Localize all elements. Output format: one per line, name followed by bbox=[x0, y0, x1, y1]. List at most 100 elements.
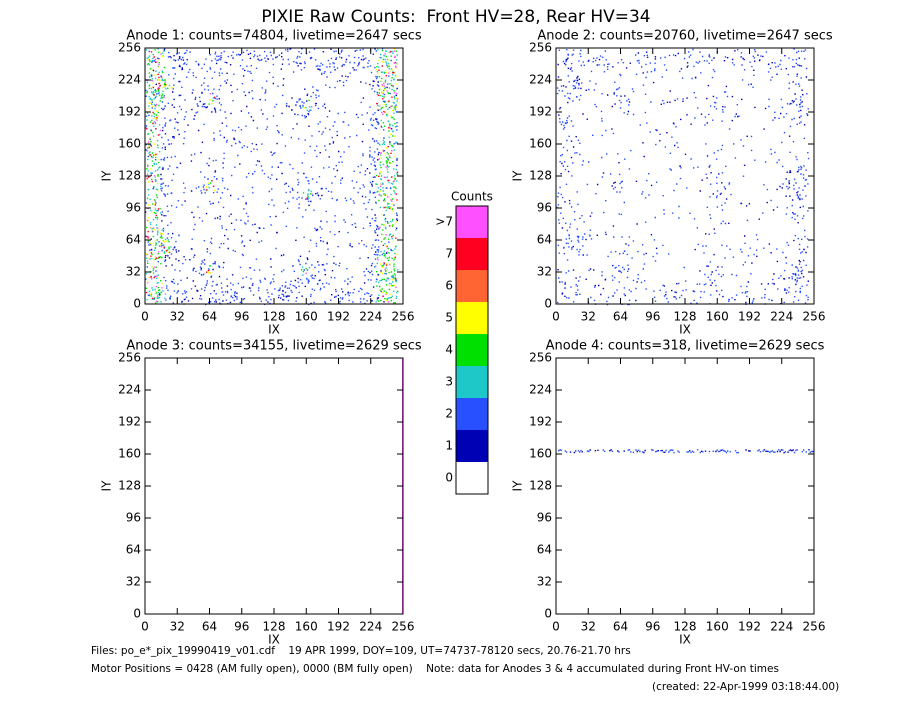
count-texture bbox=[556, 48, 810, 306]
y-tick-label: 96 bbox=[126, 201, 141, 215]
x-tick-label: 64 bbox=[202, 620, 217, 634]
plot-frame bbox=[144, 47, 404, 305]
y-tick-label: 192 bbox=[529, 415, 552, 429]
count-texture bbox=[558, 449, 814, 454]
y-tick-label: 256 bbox=[118, 351, 141, 365]
x-tick-label: 224 bbox=[770, 310, 793, 324]
colorbar-swatch bbox=[456, 206, 488, 238]
x-tick-label: 160 bbox=[706, 310, 729, 324]
x-tick-label: 0 bbox=[141, 620, 149, 634]
x-tick-label: 160 bbox=[706, 620, 729, 634]
x-tick-label: 96 bbox=[234, 310, 249, 324]
y-tick-label: 0 bbox=[544, 607, 552, 621]
y-tick-label: 128 bbox=[529, 479, 552, 493]
colorbar-label: 4 bbox=[445, 343, 453, 357]
colorbar-frame bbox=[455, 205, 489, 495]
x-tick-label: 224 bbox=[359, 310, 382, 324]
y-tick-label: 128 bbox=[529, 169, 552, 183]
count-texture bbox=[145, 48, 399, 306]
y-tick-label: 64 bbox=[126, 543, 141, 557]
colorbar-label: 5 bbox=[445, 311, 453, 325]
colorbar-swatch bbox=[456, 430, 488, 462]
x-tick-label: 32 bbox=[170, 620, 185, 634]
y-tick-label: 160 bbox=[529, 447, 552, 461]
y-tick-label: 128 bbox=[118, 169, 141, 183]
x-tick-label: 0 bbox=[552, 310, 560, 324]
y-tick-label: 128 bbox=[118, 479, 141, 493]
colorbar-swatch bbox=[456, 270, 488, 302]
plot-frame bbox=[555, 47, 815, 305]
x-axis-label: IX bbox=[268, 633, 280, 647]
y-axis-label: IY bbox=[511, 170, 525, 182]
x-tick-label: 64 bbox=[613, 310, 628, 324]
x-tick-label: 96 bbox=[645, 620, 660, 634]
x-tick-label: 32 bbox=[581, 620, 596, 634]
x-tick-label: 160 bbox=[295, 620, 318, 634]
count-pixels bbox=[569, 449, 810, 454]
footer-motor: Motor Positions = 0428 (AM fully open), … bbox=[91, 663, 779, 675]
colorbar-label: 3 bbox=[445, 375, 453, 389]
y-tick-label: 32 bbox=[537, 265, 552, 279]
y-tick-label: 224 bbox=[529, 383, 552, 397]
colorbar-swatch bbox=[456, 366, 488, 398]
x-tick-label: 0 bbox=[141, 310, 149, 324]
colorbar-swatch bbox=[456, 398, 488, 430]
plot-frame bbox=[144, 357, 404, 615]
y-tick-label: 192 bbox=[118, 105, 141, 119]
colorbar-swatch bbox=[456, 462, 488, 494]
y-tick-label: 256 bbox=[529, 41, 552, 55]
y-tick-label: 224 bbox=[529, 73, 552, 87]
colorbar-label: 6 bbox=[445, 279, 453, 293]
y-tick-label: 256 bbox=[529, 351, 552, 365]
plot-frame bbox=[555, 357, 815, 615]
count-pixels bbox=[558, 449, 814, 454]
main-title: PIXIE Raw Counts: Front HV=28, Rear HV=3… bbox=[261, 7, 650, 27]
x-tick-label: 192 bbox=[327, 620, 350, 634]
x-tick-label: 224 bbox=[770, 620, 793, 634]
y-tick-label: 256 bbox=[118, 41, 141, 55]
y-tick-label: 32 bbox=[537, 575, 552, 589]
y-tick-label: 32 bbox=[126, 265, 141, 279]
x-axis-label: IX bbox=[268, 323, 280, 337]
panel-title: Anode 1: counts=74804, livetime=2647 sec… bbox=[126, 29, 422, 44]
y-tick-label: 32 bbox=[126, 575, 141, 589]
y-tick-label: 64 bbox=[126, 233, 141, 247]
y-tick-label: 224 bbox=[118, 383, 141, 397]
x-tick-label: 32 bbox=[581, 310, 596, 324]
x-tick-label: 160 bbox=[295, 310, 318, 324]
footer-created: (created: 22-Apr-1999 03:18:44.00) bbox=[652, 681, 839, 693]
x-tick-label: 96 bbox=[234, 620, 249, 634]
x-tick-label: 128 bbox=[263, 310, 286, 324]
x-tick-label: 256 bbox=[803, 310, 826, 324]
x-tick-label: 32 bbox=[170, 310, 185, 324]
x-tick-label: 64 bbox=[202, 310, 217, 324]
x-tick-label: 64 bbox=[613, 620, 628, 634]
colorbar-label: 7 bbox=[445, 247, 453, 261]
y-axis-label: IY bbox=[100, 170, 114, 182]
count-pixels bbox=[146, 50, 399, 303]
x-tick-label: 256 bbox=[392, 620, 415, 634]
x-axis-label: IX bbox=[679, 323, 691, 337]
colorbar-label: 1 bbox=[445, 439, 453, 453]
x-axis-label: IX bbox=[679, 633, 691, 647]
y-tick-label: 192 bbox=[529, 105, 552, 119]
y-tick-label: 160 bbox=[118, 447, 141, 461]
count-pixels bbox=[145, 48, 399, 305]
colorbar-label: 2 bbox=[445, 407, 453, 421]
x-tick-label: 256 bbox=[392, 310, 415, 324]
x-tick-label: 192 bbox=[738, 310, 761, 324]
y-axis-label: IY bbox=[511, 480, 525, 492]
y-tick-label: 224 bbox=[118, 73, 141, 87]
panel-title: Anode 2: counts=20760, livetime=2647 sec… bbox=[537, 29, 833, 44]
x-tick-label: 192 bbox=[738, 620, 761, 634]
count-pixels bbox=[145, 49, 399, 304]
y-tick-label: 0 bbox=[133, 607, 141, 621]
count-pixels bbox=[556, 48, 810, 306]
x-tick-label: 96 bbox=[645, 310, 660, 324]
footer-files: Files: po_e*_pix_19990419_v01.cdf 19 APR… bbox=[91, 645, 631, 657]
colorbar-swatch bbox=[456, 334, 488, 366]
colorbar-swatch bbox=[456, 238, 488, 270]
x-tick-label: 0 bbox=[552, 620, 560, 634]
colorbar-label: 0 bbox=[445, 471, 453, 485]
